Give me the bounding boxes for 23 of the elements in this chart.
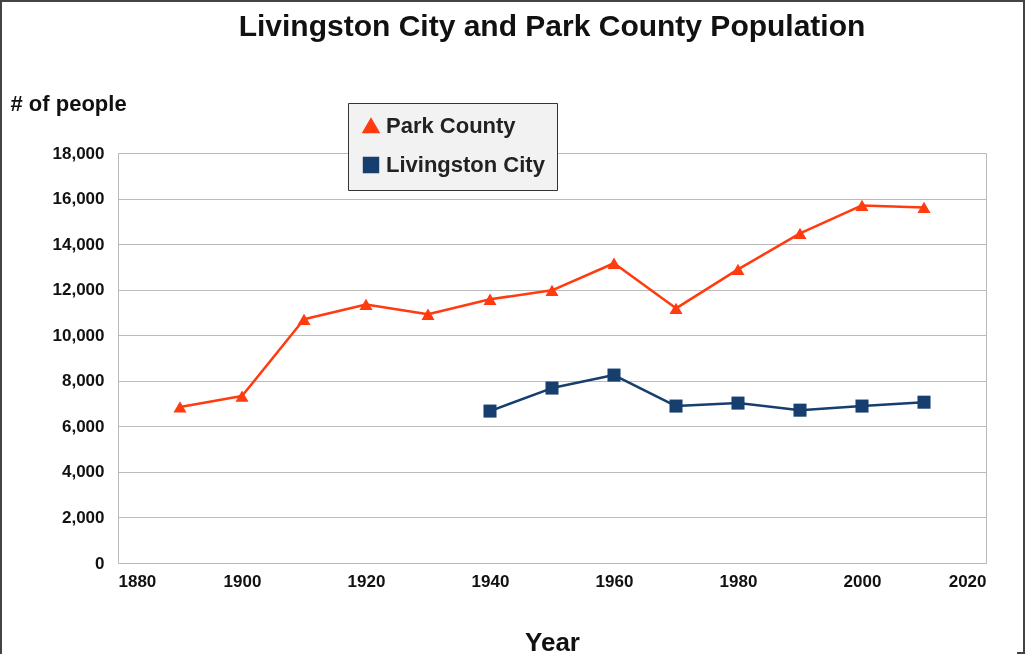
x-tick-label: 2020 xyxy=(948,571,987,591)
x-tick-label: 1880 xyxy=(118,571,157,591)
x-tick-label: 2000 xyxy=(843,571,882,591)
y-tick-label: 4,000 xyxy=(61,462,105,482)
y-tick-label: 0 xyxy=(95,553,105,573)
x-tick-label: 1920 xyxy=(347,571,386,591)
x-tick-label: 1960 xyxy=(595,571,634,591)
x-tick-label: 1900 xyxy=(223,571,262,591)
chart-title: Livingston City and Park County Population xyxy=(238,9,866,42)
legend-label: Park County xyxy=(386,113,517,138)
y-tick-label: 2,000 xyxy=(61,507,105,527)
y-tick-label: 6,000 xyxy=(61,416,105,436)
y-tick-label: 16,000 xyxy=(52,189,105,209)
x-tick-label: 1940 xyxy=(471,571,510,591)
legend-label: Livingston City xyxy=(386,152,546,177)
y-tick-label: 10,000 xyxy=(52,325,105,345)
y-tick-label: 12,000 xyxy=(52,280,105,300)
y-tick-label: 18,000 xyxy=(52,143,105,163)
y-tick-label: 14,000 xyxy=(52,234,105,254)
x-tick-label: 1980 xyxy=(719,571,758,591)
x-axis-title: Year xyxy=(525,626,580,656)
y-tick-label: 8,000 xyxy=(61,371,105,391)
y-axis-title: # of people xyxy=(10,90,127,116)
